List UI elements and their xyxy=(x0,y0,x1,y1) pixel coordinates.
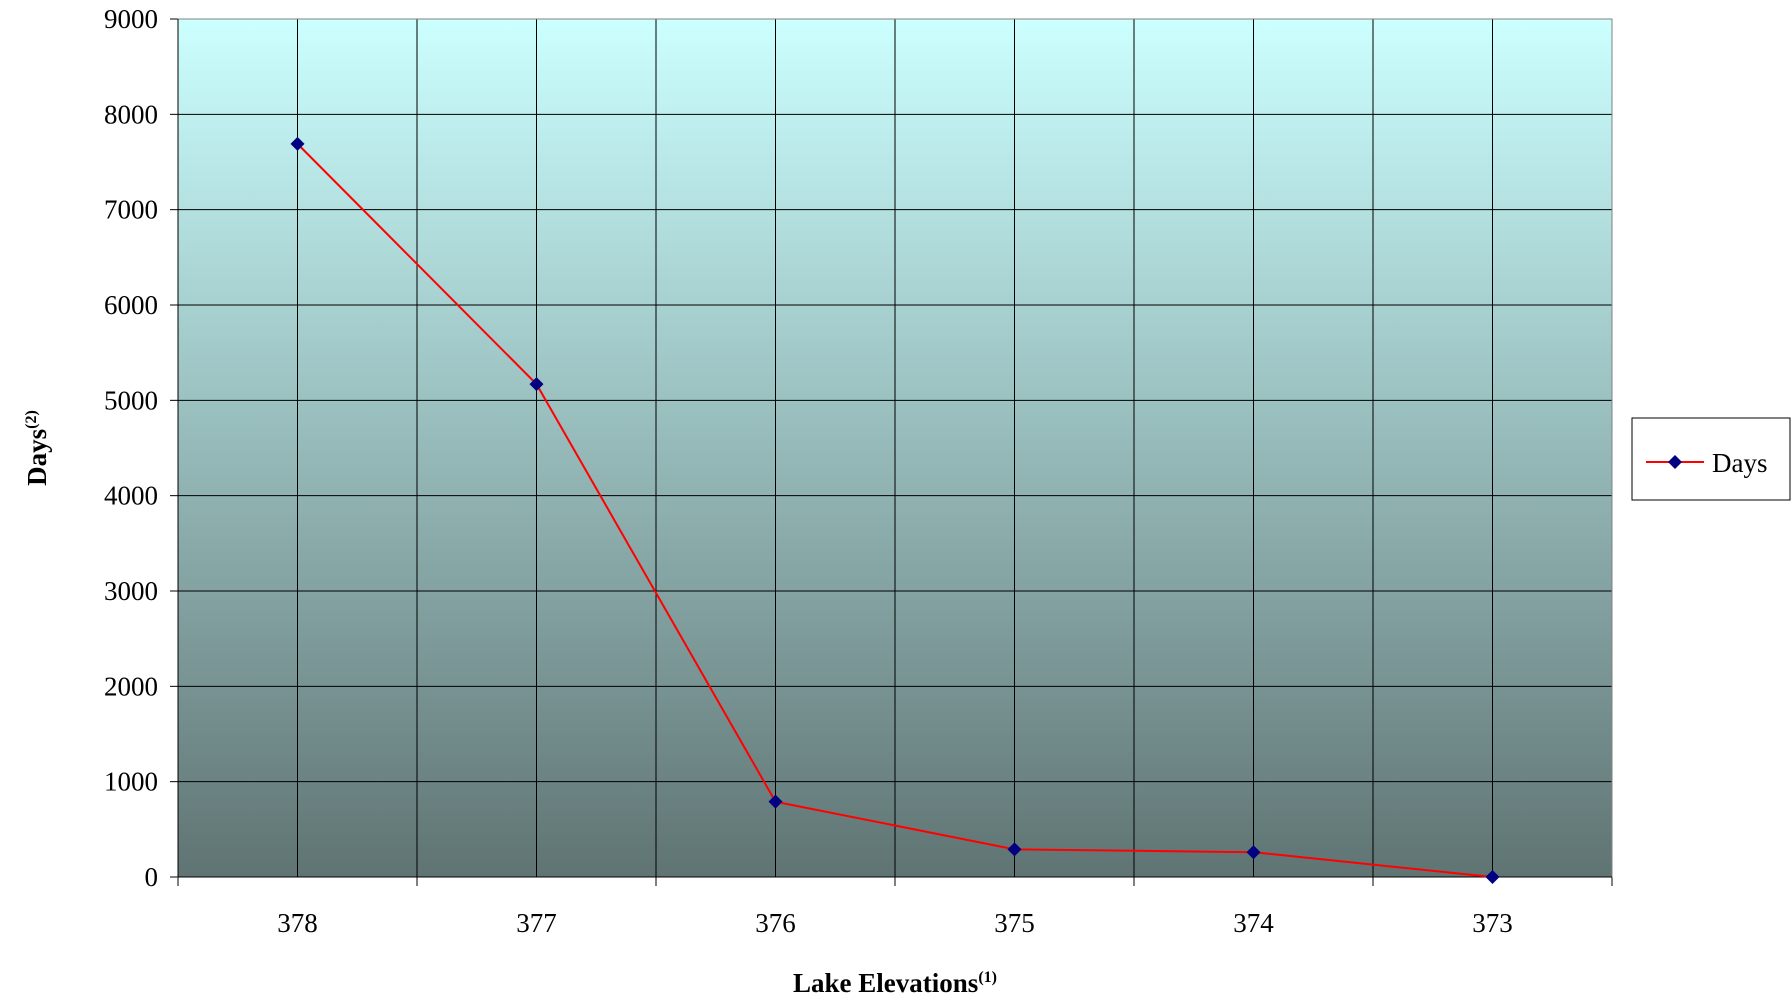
x-axis-title-superscript: (1) xyxy=(978,969,997,986)
legend-series-label: Days xyxy=(1712,448,1768,478)
x-axis-title-text: Lake Elevations xyxy=(793,968,978,998)
y-tick-label: 4000 xyxy=(104,481,158,511)
data-point-marker xyxy=(529,377,544,392)
y-tick-label: 7000 xyxy=(104,195,158,225)
y-axis-title-text: Days xyxy=(22,429,52,486)
data-point-marker xyxy=(768,794,783,809)
data-point-marker xyxy=(1485,870,1500,884)
data-point-marker xyxy=(290,136,305,151)
axes: 0 1000 2000 3000 4000 5000 6000 7000 8000 9000 378… xyxy=(104,4,1613,938)
y-axis-title: Days(2) xyxy=(22,410,52,486)
data-point-marker xyxy=(1007,842,1022,857)
x-tick-label: 373 xyxy=(1472,908,1513,938)
y-tick-label: 3000 xyxy=(104,576,158,606)
x-axis-title: Lake Elevations(1) xyxy=(793,968,997,998)
y-tick-label: 1000 xyxy=(104,767,158,797)
y-tick-label: 8000 xyxy=(104,99,158,129)
y-axis-title-superscript: (2) xyxy=(23,410,40,429)
x-tick-label: 377 xyxy=(516,908,557,938)
x-tick-label: 375 xyxy=(994,908,1035,938)
y-tick-label: 5000 xyxy=(104,385,158,415)
series xyxy=(290,136,1500,884)
series-line xyxy=(296,143,1493,878)
y-tick-label: 6000 xyxy=(104,290,158,320)
legend-box xyxy=(1631,417,1791,501)
y-tick-label: 0 xyxy=(145,862,159,892)
y-tick-label: 9000 xyxy=(104,4,158,34)
x-tick-label: 376 xyxy=(755,908,796,938)
legend: Days xyxy=(1631,417,1791,501)
legend-diamond-marker-icon xyxy=(1668,455,1682,469)
x-tick-label: 374 xyxy=(1233,908,1274,938)
data-point-marker xyxy=(1246,845,1261,860)
y-tick-label: 2000 xyxy=(104,671,158,701)
x-tick-label: 378 xyxy=(277,908,318,938)
